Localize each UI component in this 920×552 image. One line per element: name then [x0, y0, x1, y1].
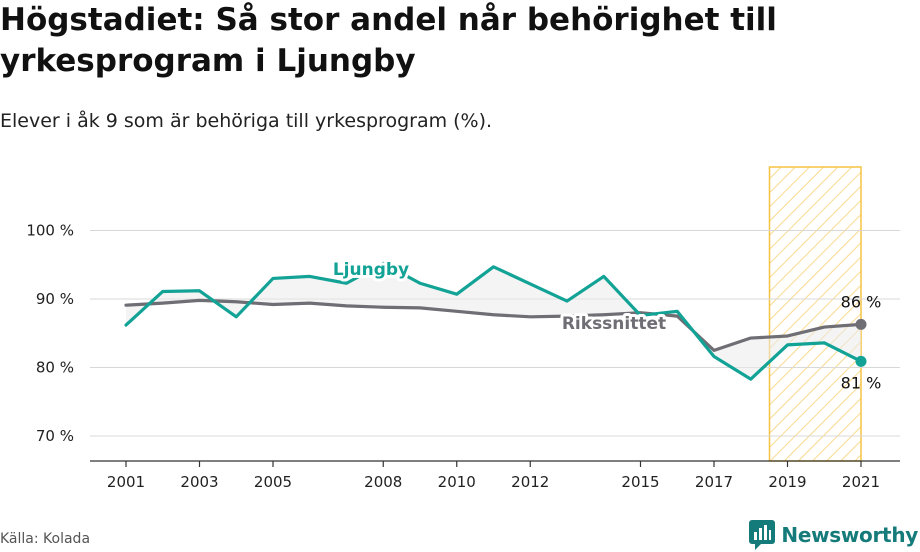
x-tick-label: 2010 — [438, 473, 476, 491]
rikssnittet-end-label: 86 % — [841, 292, 882, 311]
x-tick-label: 2005 — [254, 473, 292, 491]
ljungby-line — [124, 261, 863, 381]
ljungby-series-label: Ljungby — [333, 260, 409, 280]
x-tick-label: 2008 — [364, 473, 402, 491]
rikssnittet-series-label-halo: Rikssnittet — [562, 314, 666, 334]
y-tick-label: 90 % — [36, 290, 74, 308]
x-tick-label: 2003 — [180, 473, 218, 491]
chart-subtitle: Elever i åk 9 som är behöriga till yrkes… — [0, 110, 493, 132]
difference-area — [126, 263, 861, 380]
rikssnittet-end-point — [855, 318, 867, 330]
y-tick-label: 80 % — [36, 359, 74, 377]
ljungby-end-point — [855, 355, 867, 367]
highlight-period — [768, 166, 862, 462]
x-tick-label: 2019 — [768, 473, 806, 491]
y-tick-label: 70 % — [36, 427, 74, 445]
ljungby-end-label: 81 % — [841, 373, 882, 392]
x-tick-label: 2012 — [511, 473, 549, 491]
brand-logo: Newsworthy — [749, 520, 918, 550]
x-tick-label: 2021 — [842, 473, 880, 491]
brand-name: Newsworthy — [781, 523, 918, 547]
newsworthy-logo-icon — [749, 520, 776, 550]
ljungby-series-label-halo: Ljungby — [333, 260, 409, 280]
rikssnittet-series-label: Rikssnittet — [562, 314, 666, 334]
chart-title: Högstadiet: Så stor andel når behörighet… — [0, 2, 777, 79]
x-tick-label: 2001 — [107, 473, 145, 491]
y-tick-label: 100 % — [26, 222, 74, 240]
source-note: Källa: Kolada — [0, 531, 91, 547]
x-tick-label: 2017 — [695, 473, 733, 491]
x-tick-label: 2015 — [621, 473, 659, 491]
